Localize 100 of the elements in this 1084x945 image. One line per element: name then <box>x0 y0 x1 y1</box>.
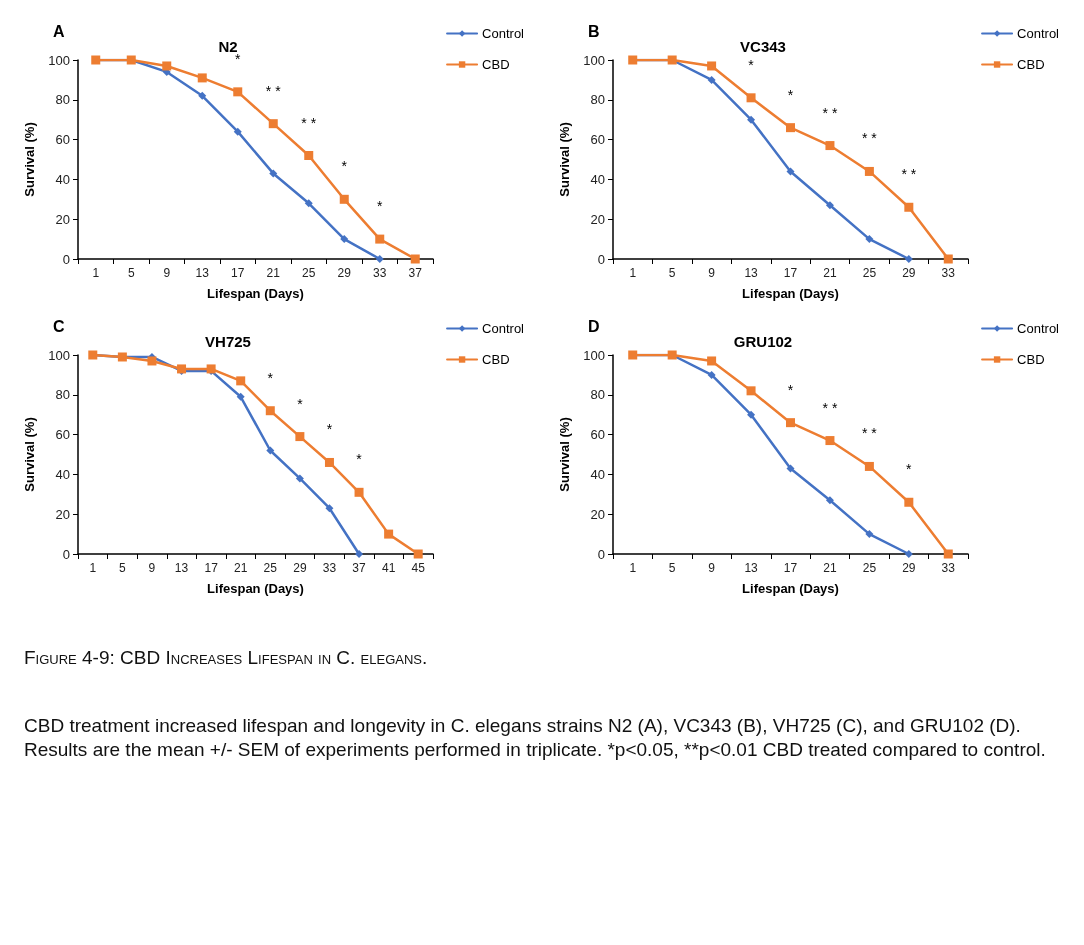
annotation: * <box>748 56 755 73</box>
point <box>269 169 278 178</box>
x-tick-label: 29 <box>902 266 916 280</box>
x-tick-label: 9 <box>708 561 716 575</box>
point <box>354 487 364 497</box>
annotation: * <box>906 461 913 478</box>
legend-label: CBD <box>1017 57 1045 72</box>
point <box>295 474 304 483</box>
point <box>304 151 314 161</box>
y-tick-label: 20 <box>590 211 605 227</box>
legend-label: Control <box>1017 26 1060 41</box>
y-tick-label: 60 <box>590 427 605 443</box>
legend-label: CBD <box>482 352 510 367</box>
chart-title: GRU102 <box>733 333 793 350</box>
x-tick-label: 29 <box>337 266 352 280</box>
point <box>904 202 914 212</box>
y-tick-label: 80 <box>590 92 605 108</box>
point <box>825 201 834 210</box>
point <box>786 123 795 133</box>
annotation: * <box>787 86 794 103</box>
x-tick-label: 17 <box>204 561 219 575</box>
point <box>786 464 795 473</box>
annotation: * <box>377 198 384 215</box>
x-tick-label: 25 <box>862 561 877 575</box>
point <box>786 418 795 428</box>
point <box>324 457 334 467</box>
point <box>375 255 384 263</box>
x-axis-title: Lifespan (Days) <box>207 581 304 596</box>
x-tick-label: 25 <box>862 266 877 280</box>
y-tick-label: 80 <box>55 92 70 108</box>
point <box>707 356 717 366</box>
x-tick-label: 17 <box>231 266 245 280</box>
x-tick-label: 5 <box>127 266 135 280</box>
x-tick-label: 29 <box>293 561 307 575</box>
y-tick-label: 40 <box>590 466 605 482</box>
legend-label: Control <box>482 321 525 336</box>
point <box>339 194 349 204</box>
x-tick-label: 45 <box>411 561 426 575</box>
point <box>197 73 207 83</box>
point <box>325 504 334 513</box>
y-tick-label: 60 <box>55 427 70 443</box>
point <box>904 255 913 263</box>
point <box>864 166 874 176</box>
point <box>825 496 834 505</box>
x-tick-label: 37 <box>408 266 423 280</box>
annotation: * * <box>861 130 878 147</box>
y-tick-label: 40 <box>55 171 70 187</box>
x-tick-label: 25 <box>263 561 278 575</box>
point <box>943 254 953 264</box>
point <box>147 356 157 366</box>
legend-label: Control <box>1017 321 1060 336</box>
annotation: * * <box>301 114 317 131</box>
x-tick-label: 21 <box>823 266 837 280</box>
x-tick-label: 13 <box>744 561 759 575</box>
y-tick-label: 20 <box>590 506 605 522</box>
point <box>786 167 795 176</box>
x-axis-title: Lifespan (Days) <box>742 581 839 596</box>
x-tick-label: 13 <box>174 561 189 575</box>
y-tick-label: 60 <box>55 132 70 148</box>
point <box>162 61 172 71</box>
y-tick-label: 100 <box>583 347 605 363</box>
y-tick-label: 0 <box>62 251 70 267</box>
point <box>265 406 275 416</box>
annotation: * <box>297 395 304 412</box>
chart-title: VH725 <box>205 333 251 350</box>
point <box>707 370 716 379</box>
point <box>746 93 756 103</box>
point <box>355 550 364 558</box>
x-tick-label: 5 <box>668 561 676 575</box>
chart-subtitle: C <box>53 317 65 335</box>
point <box>904 550 913 558</box>
point <box>304 199 313 208</box>
y-axis-title: Survival (%) <box>22 122 37 197</box>
caption: Figure 4-9: CBD Increases Lifespan in C. elegans. <box>24 646 429 670</box>
y-tick-label: 100 <box>48 347 70 363</box>
y-axis-title: Survival (%) <box>557 417 572 492</box>
y-axis-title: Survival (%) <box>22 417 37 492</box>
point <box>825 436 835 446</box>
annotation: * <box>356 451 363 468</box>
x-tick-label: 1 <box>92 266 100 280</box>
legend-label: Control <box>482 26 525 41</box>
annotation: * * <box>901 166 917 183</box>
chart-subtitle: B <box>588 22 600 40</box>
point <box>707 61 717 71</box>
point <box>295 432 305 442</box>
text: CBD treatment increased lifespan and longevity in C. elegans strains N2 (A), VC343 (B), VH725 (C), and GRU102 (D). Results are the mean +/- SEM of experiments performed in triplicate. *p<0.05, **p<0.01 CBD treated compared to control. <box>24 713 1047 762</box>
x-tick-label: 5 <box>668 266 676 280</box>
x-tick-label: 37 <box>352 561 367 575</box>
chart-subtitle: D <box>588 317 600 335</box>
chart-title: VC343 <box>740 38 786 55</box>
y-tick-label: 0 <box>62 546 70 562</box>
annotation: * <box>787 381 794 398</box>
y-tick-label: 60 <box>590 132 605 148</box>
annotation: * <box>267 369 274 386</box>
chart-title: N2 <box>218 38 238 55</box>
x-tick-label: 33 <box>322 561 337 575</box>
y-axis-title: Survival (%) <box>557 122 572 197</box>
y-tick-label: 0 <box>597 251 605 267</box>
point <box>268 119 278 129</box>
legend-label: CBD <box>482 57 510 72</box>
